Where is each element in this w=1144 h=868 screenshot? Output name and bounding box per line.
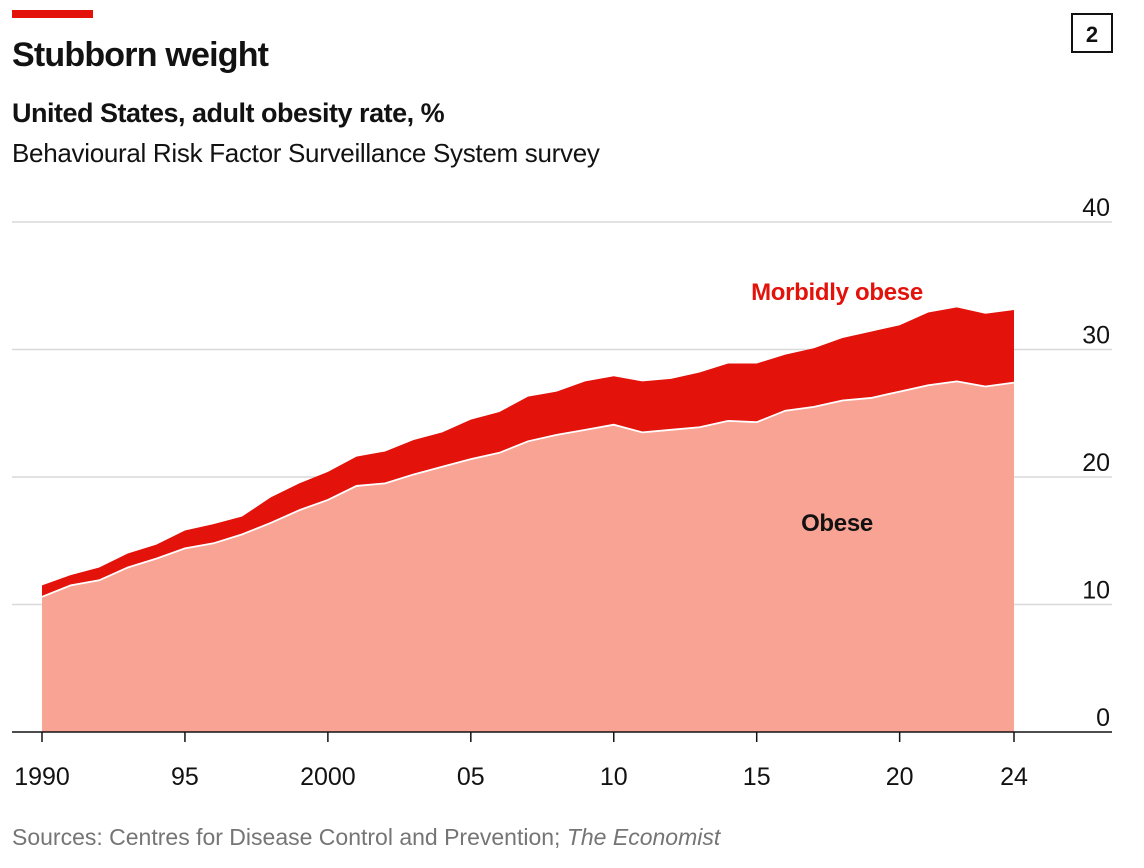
source-text: Sources: Centres for Disease Control and… [12,824,560,850]
x-tick-label: 1990 [14,763,70,791]
chart-title: Stubborn weight [12,36,269,74]
axes: 0 10 20 30 40 1990 95 2000 05 10 15 20 24 [12,194,1112,791]
x-tick-label: 24 [1000,763,1028,791]
y-tick-label: 0 [1096,704,1110,732]
source-publisher: The Economist [567,824,722,850]
chart-number-box [1071,13,1113,53]
x-tick-label: 05 [457,763,485,791]
plot-area: Obese Morbidly obese [41,279,1015,732]
area [42,307,1014,597]
x-tick-label: 10 [600,763,628,791]
x-tick-label: 20 [886,763,914,791]
area-edge [41,380,1015,598]
chart-note: Behavioural Risk Factor Surveillance Sys… [12,138,600,168]
x-tick-label: 15 [743,763,771,791]
y-tick-label: 40 [1082,194,1110,222]
y-tick-label: 30 [1082,322,1110,350]
series-label: Obese [801,510,873,537]
source: Sources: Centres for Disease Control and… [12,824,722,850]
brand-bar [12,10,93,18]
chart-subtitle: United States, adult obesity rate, % [12,98,445,128]
x-tick-label: 95 [171,763,199,791]
x-tick-label: 2000 [300,763,356,791]
y-tick-label: 20 [1082,449,1110,477]
series-label: Morbidly obese [751,279,923,306]
chart-number: 2 [1086,22,1098,47]
y-tick-label: 10 [1082,577,1110,605]
area [42,381,1014,732]
